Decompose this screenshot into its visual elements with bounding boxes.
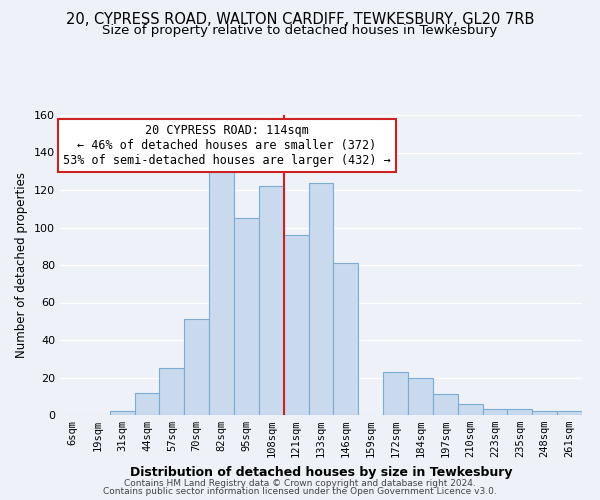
Bar xyxy=(433,394,458,415)
Bar xyxy=(184,320,209,415)
Bar xyxy=(508,410,532,415)
Bar xyxy=(209,170,234,415)
Y-axis label: Number of detached properties: Number of detached properties xyxy=(16,172,28,358)
Text: 20 CYPRESS ROAD: 114sqm
← 46% of detached houses are smaller (372)
53% of semi-d: 20 CYPRESS ROAD: 114sqm ← 46% of detache… xyxy=(63,124,391,167)
Text: Size of property relative to detached houses in Tewkesbury: Size of property relative to detached ho… xyxy=(103,24,497,37)
Bar xyxy=(482,410,508,415)
Bar xyxy=(110,411,134,415)
Bar xyxy=(458,404,482,415)
Text: Contains public sector information licensed under the Open Government Licence v3: Contains public sector information licen… xyxy=(103,487,497,496)
Text: Contains HM Land Registry data © Crown copyright and database right 2024.: Contains HM Land Registry data © Crown c… xyxy=(124,478,476,488)
Bar xyxy=(334,263,358,415)
Text: Distribution of detached houses by size in Tewkesbury: Distribution of detached houses by size … xyxy=(130,466,512,479)
Bar xyxy=(234,218,259,415)
Bar xyxy=(134,392,160,415)
Bar xyxy=(284,235,308,415)
Bar xyxy=(557,411,582,415)
Bar xyxy=(383,372,408,415)
Bar xyxy=(308,182,334,415)
Bar xyxy=(160,368,184,415)
Text: 20, CYPRESS ROAD, WALTON CARDIFF, TEWKESBURY, GL20 7RB: 20, CYPRESS ROAD, WALTON CARDIFF, TEWKES… xyxy=(66,12,534,28)
Bar xyxy=(532,411,557,415)
Bar xyxy=(259,186,284,415)
Bar xyxy=(408,378,433,415)
